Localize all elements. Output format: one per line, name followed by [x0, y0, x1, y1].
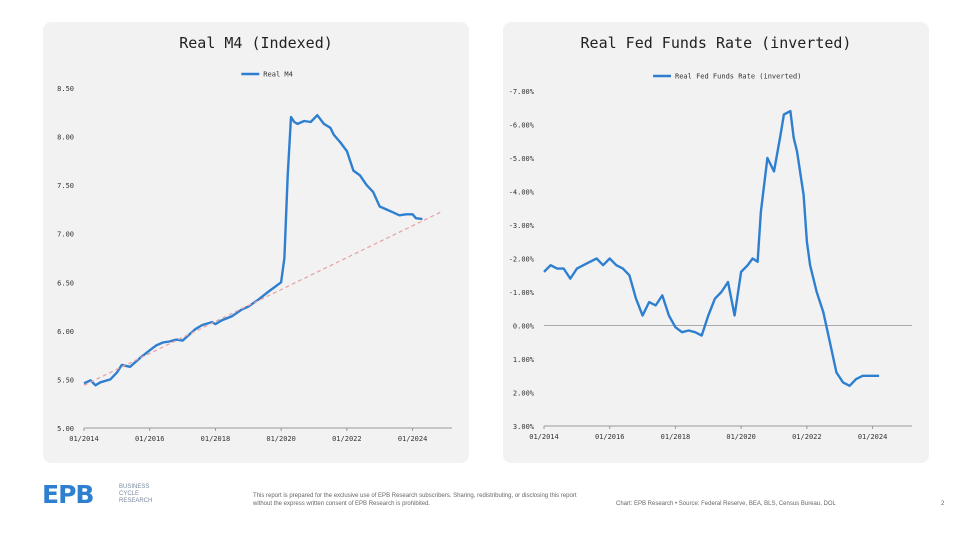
logo-sub-line: CYCLE: [119, 491, 140, 497]
y-tick-label: 6.50: [57, 279, 74, 287]
chart-title: Real M4 (Indexed): [179, 34, 333, 52]
legend-label: Real M4: [263, 71, 293, 79]
y-tick-label: 5.50: [57, 376, 74, 384]
y-tick-label: 1.00%: [513, 356, 535, 364]
series-line: [83, 113, 423, 387]
x-tick-label: 01/2022: [332, 435, 362, 443]
x-tick-label: 01/2024: [398, 435, 428, 443]
y-tick-label: -1.00%: [509, 289, 535, 297]
x-tick-label: 01/2022: [792, 433, 822, 441]
x-tick-label: 01/2020: [726, 433, 756, 441]
y-tick-label: 6.00: [57, 328, 74, 336]
y-tick-label: -2.00%: [509, 256, 535, 264]
y-tick-label: 3.00%: [513, 423, 535, 431]
logo-sub-line: BUSINESS: [119, 484, 150, 490]
y-tick-label: -7.00%: [509, 88, 535, 96]
x-tick-label: 01/2024: [858, 433, 888, 441]
x-tick-label: 01/2014: [529, 433, 559, 441]
x-tick-label: 01/2014: [69, 435, 99, 443]
fed-funds-chart: -7.00% -6.00% -5.00% -4.00% -3.00% -2.00% -1.0…: [509, 73, 912, 441]
logo-wordmark: EPB: [42, 480, 94, 509]
series-line: [543, 109, 880, 387]
epb-logo: EPB BUSINESS CYCLE RESEARCH: [42, 480, 152, 509]
y-tick-label: -3.00%: [509, 222, 535, 230]
x-tick-label: 01/2018: [661, 433, 691, 441]
trend-line: [83, 210, 443, 386]
y-tick-label: 5.00: [57, 425, 74, 433]
chart-panel-fed-funds: Real Fed Funds Rate (inverted) -7.00% -6.…: [503, 22, 929, 463]
chart-title: Real Fed Funds Rate (inverted): [580, 34, 852, 52]
chart-panel-real-m4: Real M4 (Indexed) 8.50 8.00 7.50 7.00 6.50 6.…: [43, 22, 469, 463]
y-tick-label: 2.00%: [513, 390, 535, 398]
y-tick-label: -4.00%: [509, 189, 535, 197]
x-tick-label: 01/2020: [266, 435, 296, 443]
y-tick-label: 7.50: [57, 182, 74, 190]
y-tick-label: 7.00: [57, 231, 74, 239]
x-tick-label: 01/2016: [595, 433, 625, 441]
legend-label: Real Fed Funds Rate (inverted): [675, 73, 801, 81]
y-tick-label: 8.00: [57, 134, 74, 142]
x-tick-label: 01/2016: [135, 435, 165, 443]
disclaimer-text: This report is prepared for the exclusiv…: [253, 493, 577, 507]
y-tick-label: 0.00%: [513, 323, 535, 331]
source-text: Chart: EPB Research • Source: Federal Re…: [616, 501, 836, 507]
page-number: 2: [941, 501, 945, 507]
x-tick-label: 01/2018: [201, 435, 231, 443]
logo-subtitle: BUSINESS CYCLE RESEARCH: [119, 484, 152, 505]
real-m4-chart: 8.50 8.00 7.50 7.00 6.50 6.00 5.50 5.00 01/2014 0…: [57, 71, 452, 443]
y-tick-label: -6.00%: [509, 122, 535, 130]
y-tick-label: -5.00%: [509, 155, 535, 163]
logo-sub-line: RESEARCH: [119, 498, 153, 504]
y-tick-label: 8.50: [57, 85, 74, 93]
